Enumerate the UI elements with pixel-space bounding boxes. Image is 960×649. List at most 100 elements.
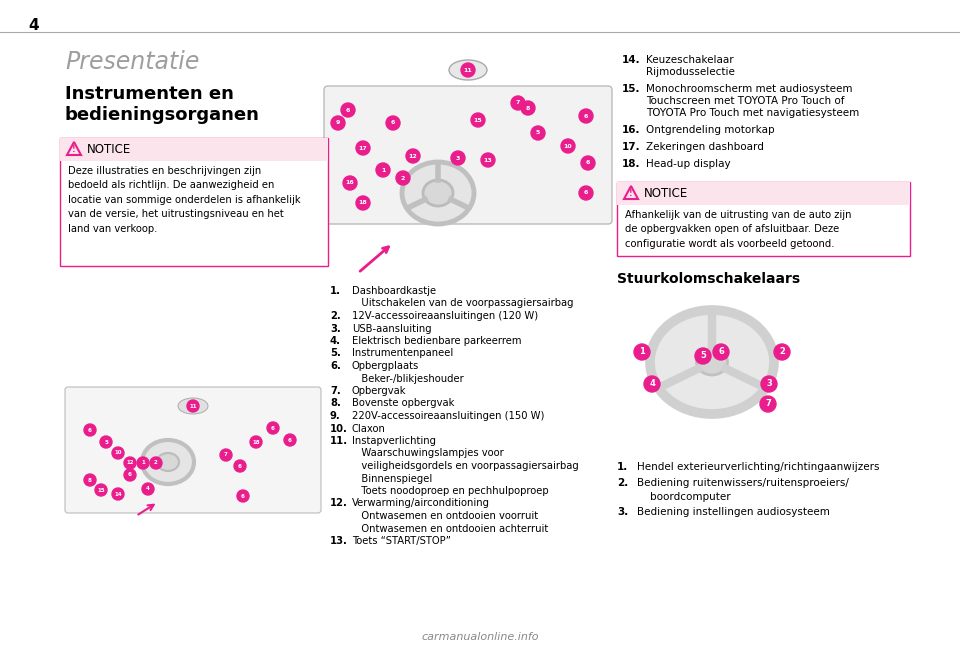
Ellipse shape (449, 60, 487, 80)
Text: Toets noodoproep en pechhulpoproep: Toets noodoproep en pechhulpoproep (352, 486, 548, 496)
Circle shape (451, 151, 465, 165)
Circle shape (124, 457, 136, 469)
Circle shape (95, 484, 107, 496)
Text: 6: 6 (346, 108, 350, 112)
Text: 2: 2 (401, 175, 405, 180)
Text: 5: 5 (536, 130, 540, 136)
Circle shape (579, 186, 593, 200)
Circle shape (142, 483, 154, 495)
Circle shape (343, 176, 357, 190)
Circle shape (521, 101, 535, 115)
Text: 1.: 1. (617, 462, 628, 472)
Text: 7: 7 (516, 101, 520, 106)
Text: Presentatie: Presentatie (65, 50, 200, 74)
Circle shape (561, 139, 575, 153)
Circle shape (112, 447, 124, 459)
Text: Bediening instellingen audiosysteem: Bediening instellingen audiosysteem (637, 507, 829, 517)
Circle shape (471, 113, 485, 127)
Text: 12V-accessoireaansluitingen (120 W): 12V-accessoireaansluitingen (120 W) (352, 311, 539, 321)
Text: 11: 11 (464, 67, 472, 73)
Ellipse shape (402, 162, 474, 224)
Text: TOYOTA Pro Touch met navigatiesysteem: TOYOTA Pro Touch met navigatiesysteem (646, 108, 859, 118)
Text: 2.: 2. (330, 311, 341, 321)
Text: Ontwasemen en ontdooien achterruit: Ontwasemen en ontdooien achterruit (352, 524, 548, 533)
Text: 11: 11 (189, 404, 197, 408)
Circle shape (579, 109, 593, 123)
Text: Hendel exterieurverlichting/richtingaanwijzers: Hendel exterieurverlichting/richtingaanw… (637, 462, 879, 472)
Text: 18: 18 (359, 201, 368, 206)
Text: 6: 6 (584, 114, 588, 119)
Text: 17.: 17. (622, 142, 640, 152)
Text: 10: 10 (564, 143, 572, 149)
Text: Afhankelijk van de uitrusting van de auto zijn
de opbergvakken open of afsluitba: Afhankelijk van de uitrusting van de aut… (625, 210, 852, 249)
Ellipse shape (157, 453, 179, 471)
Circle shape (137, 457, 149, 469)
Text: 15.: 15. (622, 84, 640, 94)
Text: Verwarming/airconditioning: Verwarming/airconditioning (352, 498, 490, 509)
Text: 17: 17 (359, 145, 368, 151)
Text: 6: 6 (88, 428, 92, 432)
Text: 3.: 3. (330, 323, 341, 334)
Text: Bovenste opbergvak: Bovenste opbergvak (352, 398, 454, 408)
Text: 1: 1 (141, 461, 145, 465)
Text: 2: 2 (780, 347, 785, 356)
Text: 4: 4 (146, 487, 150, 491)
Text: Touchscreen met TOYOTA Pro Touch of: Touchscreen met TOYOTA Pro Touch of (646, 96, 845, 106)
Text: NOTICE: NOTICE (644, 187, 688, 200)
Circle shape (124, 469, 136, 481)
Text: 8: 8 (526, 106, 530, 110)
Text: 6: 6 (128, 472, 132, 478)
Text: 10.: 10. (330, 424, 348, 434)
Text: 18.: 18. (622, 159, 640, 169)
Text: 4: 4 (28, 18, 38, 33)
Text: 9: 9 (336, 121, 340, 125)
Circle shape (376, 163, 390, 177)
Ellipse shape (650, 310, 774, 414)
Text: 5.: 5. (330, 349, 341, 358)
Text: 13: 13 (484, 158, 492, 162)
Text: bedieningsorganen: bedieningsorganen (65, 106, 260, 124)
Text: 7: 7 (765, 400, 771, 408)
Circle shape (634, 344, 650, 360)
Circle shape (386, 116, 400, 130)
Text: Bediening ruitenwissers/ruitensproeiers/
    boordcomputer: Bediening ruitenwissers/ruitensproeiers/… (637, 478, 849, 502)
Circle shape (284, 434, 296, 446)
Text: 6: 6 (584, 191, 588, 195)
Circle shape (511, 96, 525, 110)
Text: 15: 15 (473, 117, 482, 123)
Circle shape (187, 400, 199, 412)
Text: Opbergplaats: Opbergplaats (352, 361, 420, 371)
Text: Instapverlichting: Instapverlichting (352, 436, 436, 446)
Text: 9.: 9. (330, 411, 341, 421)
FancyBboxPatch shape (65, 387, 321, 513)
Circle shape (100, 436, 112, 448)
Circle shape (84, 424, 96, 436)
Circle shape (150, 457, 162, 469)
Text: Monochroomscherm met audiosysteem: Monochroomscherm met audiosysteem (646, 84, 852, 94)
Text: !: ! (72, 145, 76, 154)
Text: 16.: 16. (622, 125, 640, 135)
Text: 12: 12 (127, 461, 133, 465)
Text: 15: 15 (97, 487, 105, 493)
Circle shape (531, 126, 545, 140)
Text: 6: 6 (391, 121, 396, 125)
Circle shape (220, 449, 232, 461)
Ellipse shape (142, 440, 194, 484)
Text: 5: 5 (700, 352, 706, 360)
Text: 14.: 14. (622, 55, 640, 65)
Text: 6: 6 (718, 347, 724, 356)
Text: Zekeringen dashboard: Zekeringen dashboard (646, 142, 764, 152)
Text: Toets “START/STOP”: Toets “START/STOP” (352, 536, 451, 546)
Text: NOTICE: NOTICE (87, 143, 132, 156)
Text: 6.: 6. (330, 361, 341, 371)
Text: Instrumenten en: Instrumenten en (65, 85, 234, 103)
Text: 6: 6 (271, 426, 275, 430)
Circle shape (695, 348, 711, 364)
Text: 2: 2 (155, 461, 157, 465)
Text: USB-aansluiting: USB-aansluiting (352, 323, 432, 334)
Text: 4: 4 (649, 380, 655, 389)
Text: Beker-/blikjeshouder: Beker-/blikjeshouder (352, 374, 464, 384)
Circle shape (774, 344, 790, 360)
Ellipse shape (423, 180, 453, 206)
Text: Ontwasemen en ontdooien voorruit: Ontwasemen en ontdooien voorruit (352, 511, 539, 521)
